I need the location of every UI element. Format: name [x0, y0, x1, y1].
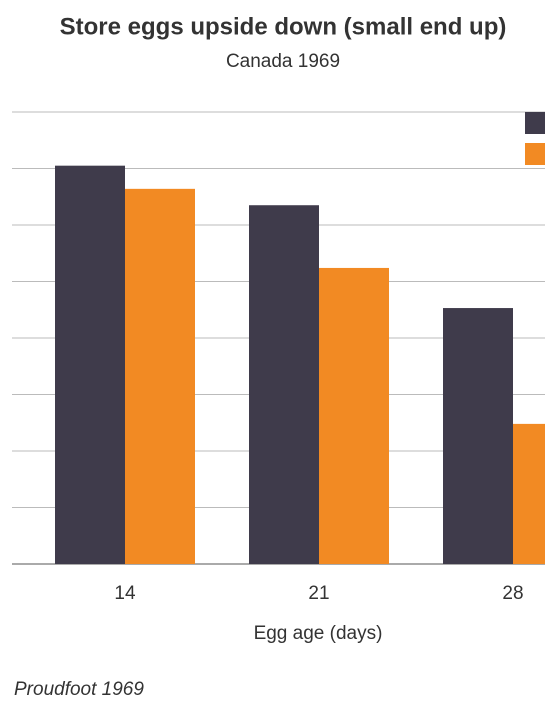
x-tick-label: 28 [502, 583, 523, 604]
bar [55, 165, 125, 565]
legend-swatch [525, 143, 545, 165]
source: Proudfoot 1969 [14, 679, 144, 700]
x-tick-label: 21 [308, 583, 329, 604]
bar [249, 205, 319, 564]
bar [443, 308, 513, 564]
x-tick-label: 14 [114, 583, 136, 604]
chart-subtitle: Canada 1969 [226, 51, 340, 72]
bar [513, 423, 545, 564]
bar [319, 267, 389, 564]
chart-title: Store eggs upside down (small end up) [60, 13, 507, 40]
x-axis-title: Egg age (days) [254, 623, 383, 644]
legend-swatch [525, 112, 545, 134]
bar [125, 188, 195, 564]
